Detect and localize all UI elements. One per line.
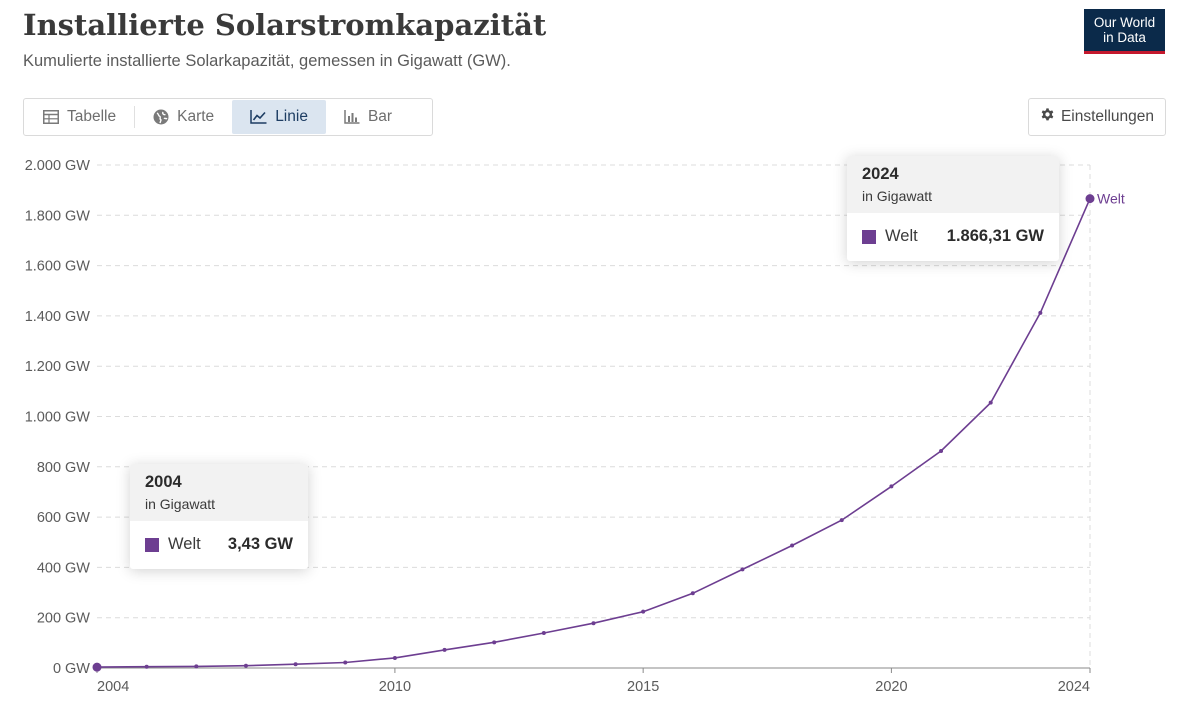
tooltip-2024: 2024 in Gigawatt Welt 1.866,31 GW bbox=[847, 156, 1059, 261]
y-tick-label: 1.000 GW bbox=[25, 410, 91, 426]
gear-icon bbox=[1040, 107, 1055, 127]
chart-subtitle: Kumulierte installierte Solarkapazität, … bbox=[23, 52, 511, 70]
logo-line-2: in Data bbox=[1103, 30, 1146, 45]
tab-label-line: Linie bbox=[275, 108, 308, 125]
tooltip-series-name: Welt bbox=[168, 535, 201, 553]
data-point bbox=[293, 662, 298, 667]
y-tick-label: 2.000 GW bbox=[25, 158, 91, 174]
y-tick-label: 600 GW bbox=[37, 510, 90, 526]
data-point bbox=[690, 591, 695, 596]
tooltip-value: 1.866,31 GW bbox=[946, 227, 1044, 245]
x-tick-label: 2004 bbox=[97, 679, 129, 695]
tab-bar[interactable]: Bar bbox=[326, 100, 410, 134]
series-line-welt bbox=[96, 198, 1091, 668]
y-tick-label: 800 GW bbox=[37, 460, 90, 476]
data-point bbox=[839, 518, 844, 523]
tooltip-header: 2004 in Gigawatt bbox=[130, 464, 308, 521]
tab-map[interactable]: Karte bbox=[135, 100, 232, 134]
series-label: Welt bbox=[1097, 191, 1125, 207]
tooltip-unit: in Gigawatt bbox=[862, 188, 933, 204]
tab-table[interactable]: Tabelle bbox=[25, 100, 134, 134]
line-chart-icon bbox=[250, 110, 267, 124]
settings-button[interactable]: Einstellungen bbox=[1028, 98, 1166, 136]
settings-label: Einstellungen bbox=[1060, 108, 1155, 125]
x-tick-label: 2020 bbox=[875, 679, 907, 695]
tab-label-map: Karte bbox=[177, 108, 215, 125]
x-tick-label: 2024 bbox=[1058, 679, 1090, 695]
tooltip-row: Welt 1.866,31 GW bbox=[847, 213, 1059, 261]
table-icon bbox=[43, 110, 59, 124]
x-tick-label: 2015 bbox=[627, 679, 659, 695]
data-point bbox=[790, 543, 795, 548]
data-point bbox=[740, 567, 745, 572]
highlight-point bbox=[92, 662, 102, 672]
chart-title: Installierte Solarstromkapazität bbox=[23, 8, 547, 42]
data-point bbox=[541, 631, 546, 636]
legend-swatch bbox=[862, 229, 876, 244]
data-point bbox=[988, 400, 993, 405]
data-point bbox=[343, 660, 348, 665]
y-tick-label: 1.600 GW bbox=[25, 259, 91, 275]
data-point bbox=[144, 664, 149, 669]
data-point bbox=[392, 655, 397, 660]
data-point bbox=[243, 663, 248, 668]
bar-chart-icon bbox=[344, 110, 360, 124]
tooltip-unit: in Gigawatt bbox=[145, 496, 216, 512]
data-point bbox=[591, 621, 596, 626]
tooltip-year: 2004 bbox=[145, 473, 182, 491]
tooltip-series-name: Welt bbox=[885, 227, 918, 245]
tab-label-bar: Bar bbox=[367, 108, 393, 125]
globe-icon bbox=[153, 109, 169, 125]
tooltip-2004: 2004 in Gigawatt Welt 3,43 GW bbox=[130, 464, 308, 569]
tooltip-year: 2024 bbox=[862, 165, 899, 183]
data-point bbox=[442, 647, 447, 652]
y-tick-label: 400 GW bbox=[37, 560, 90, 576]
highlight-point bbox=[1085, 194, 1095, 204]
y-tick-label: 1.800 GW bbox=[25, 208, 91, 224]
y-tick-label: 1.200 GW bbox=[25, 359, 91, 375]
data-point bbox=[889, 484, 894, 489]
y-tick-label: 1.400 GW bbox=[25, 309, 91, 325]
data-point bbox=[641, 609, 646, 614]
tab-separator bbox=[134, 106, 136, 128]
legend-swatch bbox=[145, 537, 159, 552]
y-tick-label: 0 GW bbox=[53, 661, 90, 677]
tooltip-value: 3,43 GW bbox=[227, 535, 293, 553]
tooltip-row: Welt 3,43 GW bbox=[130, 521, 308, 569]
tab-label-table: Tabelle bbox=[67, 108, 117, 125]
owid-logo[interactable]: Our World in Data bbox=[1084, 9, 1165, 54]
data-point bbox=[939, 448, 944, 453]
logo-line-1: Our World bbox=[1093, 15, 1156, 30]
data-point bbox=[194, 664, 199, 669]
tab-line[interactable]: Linie bbox=[232, 100, 326, 134]
x-tick-label: 2010 bbox=[379, 679, 411, 695]
data-point bbox=[1038, 310, 1043, 315]
tooltip-header: 2024 in Gigawatt bbox=[847, 156, 1059, 213]
y-tick-label: 200 GW bbox=[37, 611, 90, 627]
data-point bbox=[492, 640, 497, 645]
view-tabs: Tabelle Karte Linie Bar bbox=[23, 98, 433, 136]
